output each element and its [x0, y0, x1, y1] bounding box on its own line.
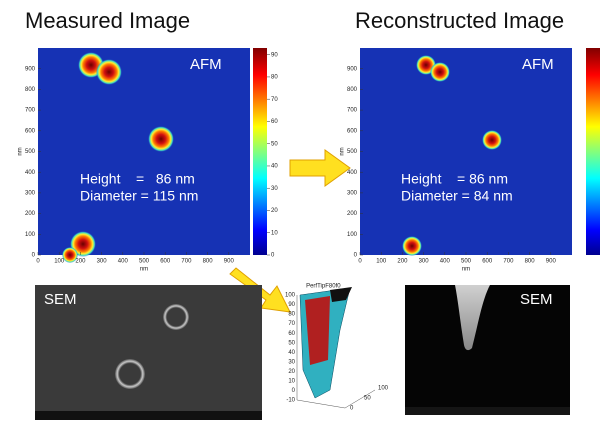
colorbar-tick-label: 60: [271, 119, 278, 125]
afm-label: AFM: [522, 56, 554, 73]
particle: [430, 62, 450, 82]
x-axis-label: nm: [462, 267, 470, 273]
y-tick-label: 700: [347, 108, 358, 114]
y-tick-label: 300: [347, 190, 358, 196]
x-tick-label: 300: [97, 259, 108, 265]
z-tick-label: 50: [288, 340, 295, 346]
y-tick-label: 600: [25, 128, 36, 134]
sem-footer: [405, 407, 570, 415]
particle: [402, 236, 422, 256]
x-tick-label: 400: [440, 259, 451, 265]
colorbar-tick-label: 0: [271, 253, 275, 259]
colorbar-tick-label: 50: [271, 141, 278, 147]
x-tick-label: 300: [419, 259, 430, 265]
plots: [38, 48, 600, 263]
y-tick-label: 800: [347, 87, 358, 93]
y-axis-label: nm: [340, 147, 346, 155]
x-tick-label: 0: [358, 259, 362, 265]
x-tick-label: 800: [525, 259, 536, 265]
z-tick-label: 70: [288, 321, 295, 327]
x-tick-label: 200: [397, 259, 408, 265]
colorbar-tick-label: 90: [271, 52, 278, 58]
colorbar-tick-label: 30: [271, 186, 278, 192]
colorbar: [253, 48, 267, 255]
diameter-note: Diameter = 115 nm: [80, 188, 198, 204]
y-tick-label: 500: [347, 149, 358, 155]
z-tick-label: -10: [286, 398, 295, 404]
tip-plot-title: PerfTipF80f0_: [306, 284, 344, 290]
x-tick-label: 100: [54, 259, 65, 265]
colorbar-tick-label: 40: [271, 164, 278, 170]
colorbar: [586, 48, 600, 255]
pore: [115, 359, 145, 389]
particle: [96, 59, 122, 85]
x-tick-label: 200: [75, 259, 86, 265]
x-tick-label: 600: [482, 259, 493, 265]
colorbar-tick-label: 10: [271, 230, 278, 236]
panel-title: Reconstructed Image: [355, 8, 564, 33]
y-tick-label: 200: [347, 211, 358, 217]
tip-plot: [297, 287, 375, 408]
y-tick-label: 400: [25, 170, 36, 176]
y-tick-label: 200: [25, 211, 36, 217]
sem-label: SEM: [520, 291, 553, 308]
x-tick-label: 500: [139, 259, 150, 265]
page: Measured Image Reconstructed Image AFM A…: [0, 0, 603, 432]
z-tick-label: 90: [288, 302, 295, 308]
x-axis-label: nm: [140, 267, 148, 273]
sem-label: SEM: [44, 291, 77, 308]
x-tick-label: 100: [376, 259, 387, 265]
z-tick-label: 80: [288, 312, 295, 318]
x-tick-label: 400: [118, 259, 129, 265]
x-tick-label: 0: [36, 259, 40, 265]
afm-label: AFM: [190, 56, 222, 73]
x-tick-label: 600: [160, 259, 171, 265]
x-tick-label: 800: [203, 259, 214, 265]
x-tick-label: 900: [224, 259, 235, 265]
z-tick-label: 20: [288, 369, 295, 375]
z-tick-label: 0: [292, 388, 296, 394]
x-tick-label: 100: [378, 386, 389, 392]
y-axis-label: nm: [18, 147, 24, 155]
z-tick-label: 40: [288, 350, 295, 356]
particle: [482, 130, 502, 150]
x-tick-label: 900: [546, 259, 557, 265]
y-tick-label: 0: [354, 253, 358, 259]
pore: [163, 304, 189, 330]
x-tick-label: 50: [364, 396, 371, 402]
z-tick-label: 60: [288, 331, 295, 337]
y-tick-label: 600: [347, 128, 358, 134]
z-tick-label: 10: [288, 378, 295, 384]
x-tick-label: 500: [461, 259, 472, 265]
x-tick-label: 0: [350, 406, 354, 412]
y-tick-label: 900: [347, 66, 358, 72]
height-note: Height = 86 nm: [80, 171, 195, 187]
y-tick-label: 100: [347, 232, 358, 238]
y-tick-label: 900: [25, 66, 36, 72]
z-tick-label: 30: [288, 359, 295, 365]
colorbar-tick-label: 20: [271, 208, 278, 214]
colorbar-tick-label: 80: [271, 75, 278, 81]
y-tick-label: 700: [25, 108, 36, 114]
slide: Measured Image Reconstructed Image AFM A…: [0, 0, 603, 427]
z-tick-label: 100: [285, 293, 296, 299]
y-tick-label: 500: [25, 149, 36, 155]
height-note: Height = 86 nm: [401, 171, 508, 187]
panel-title: Measured Image: [25, 8, 190, 33]
y-tick-label: 0: [32, 253, 36, 259]
y-tick-label: 300: [25, 190, 36, 196]
colorbar-tick-label: 70: [271, 97, 278, 103]
heatmap: [38, 48, 250, 255]
sem-footer: [35, 411, 262, 420]
particle: [148, 126, 174, 152]
y-tick-label: 800: [25, 87, 36, 93]
y-tick-label: 400: [347, 170, 358, 176]
heatmap: [360, 48, 572, 255]
x-tick-label: 700: [181, 259, 192, 265]
y-tick-label: 100: [25, 232, 36, 238]
diameter-note: Diameter = 84 nm: [401, 188, 513, 204]
x-tick-label: 700: [503, 259, 514, 265]
